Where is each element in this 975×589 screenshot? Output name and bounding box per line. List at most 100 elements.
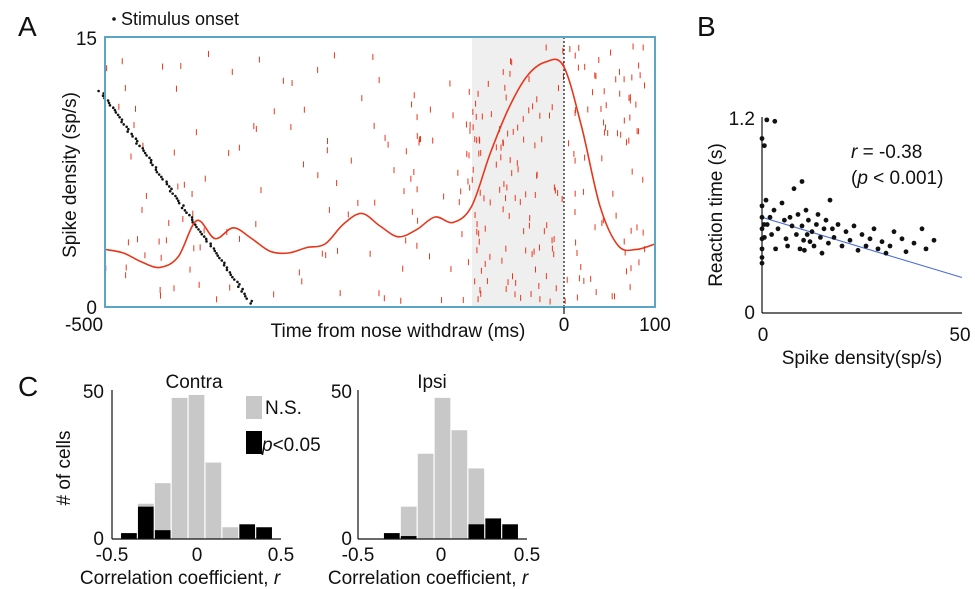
stimulus-onset-dot [240,290,243,293]
histogram-bar-ns [154,483,171,539]
scatter-point [782,217,787,223]
stimulus-onset-dot [202,235,206,238]
histogram-bar-ns [188,394,205,539]
scatter-point [931,237,937,243]
scatter-point [795,212,801,217]
histogram-bar-significant [400,536,417,539]
stimulus-onset-dot [167,185,171,188]
stimulus-onset-dot [126,130,129,133]
scatter-point [799,223,805,229]
scatter-point [769,232,774,237]
scatter-point [883,250,889,256]
stimulus-onset-dot [154,168,158,172]
scatter-point [887,243,893,249]
stimulus-onset-dot [108,104,112,107]
stimulus-onset-dot [182,204,185,207]
stimulus-onset-dot [225,268,229,272]
legend-ns-label: N.S. [265,398,302,419]
legend-sig-text: <0.05 [273,435,321,456]
panel-b-letter: B [697,11,716,42]
histogram-bar-significant [239,524,256,539]
stimulus-onset-dot [225,266,229,269]
stimulus-onset-dot [141,146,145,150]
scatter-point [863,243,869,249]
stimulus-onset-dot [241,287,244,291]
stimulus-onset-dots [97,89,254,305]
scatter-point [789,223,795,229]
scatter-point [815,212,821,217]
scatter-point [759,203,765,209]
stimulus-onset-dot [220,259,224,262]
stimulus-onset-dot [148,156,151,160]
stimulus-onset-dot [185,211,188,215]
scatter-point [821,226,827,232]
stimulus-onset-dot [237,285,240,288]
scatter-point [831,235,837,240]
stimulus-onset-dot [231,275,234,279]
x-axis-label-var: r [522,568,529,589]
x-axis-label: Spike density(sp/s) [782,348,943,369]
scatter-point [759,255,765,260]
scatter-point [764,222,770,227]
stimulus-onset-dot [193,223,197,226]
p-value: < 0.001) [868,168,944,189]
p-open-paren: ( [851,168,858,189]
scatter-point [759,136,765,141]
panel-a-chart [97,36,656,314]
stimulus-onset-dot [190,218,194,222]
stimulus-onset-dot [97,89,100,93]
scatter-point [871,226,877,232]
scatter-point [767,214,773,220]
scatter-point [814,222,819,227]
x-tick-label: 100 [639,315,671,336]
scatter-point [867,236,873,242]
scatter-point [771,207,777,213]
stimulus-onset-dot [236,280,239,284]
scatter-point [772,118,778,124]
y-axis-label: # of cells [54,431,75,506]
scatter-point [879,239,885,245]
stimulus-onset-dot [160,175,163,179]
scatter-point [763,197,769,203]
histogram-bar-ns [468,468,485,539]
stimulus-onset-dot [149,158,153,162]
stimulus-onset-dot [170,187,173,191]
legend-sig-swatch [246,431,262,454]
stimulus-onset-dot [238,283,241,286]
stimulus-onset-dot [197,228,200,231]
x-axis-label: Correlation coefficient, r [328,568,529,589]
stimulus-onset-dot [175,197,179,200]
stimulus-onset-dot [209,242,212,246]
stimulus-onset-dot [243,292,246,296]
stimulus-onset-dot [212,247,216,250]
x-tick-label: -0.5 [342,545,375,566]
scatter-point [826,240,831,246]
stimulus-onset-dot [199,230,202,234]
stimulus-onset-dot [120,118,124,121]
scatter-point [759,260,765,266]
histogram-bar-ns [417,453,434,539]
x-axis-label-var: r [274,568,281,589]
scatter-point [762,235,767,240]
histogram-bar-ns [222,527,239,539]
stimulus-onset-dot [229,273,233,277]
stimulus-onset-dot [130,132,133,136]
scatter-point [827,197,833,203]
scatter-point [903,249,909,255]
stimulus-onset-legend-marker [112,17,116,21]
stimulus-onset-dot [195,225,198,229]
legend-label: Stimulus onset [121,9,239,29]
stimulus-onset-dot [127,127,130,131]
stimulus-onset-dot [205,240,208,243]
scatter-point [819,250,825,256]
y-tick-label: 0 [744,303,755,324]
stimulus-onset-dot [131,135,134,138]
stimulus-onset-dot [165,180,168,183]
stimulus-onset-dot [222,263,226,267]
stimulus-onset-dot [177,199,180,203]
scatter-point [923,246,929,252]
scatter-point [855,247,861,253]
scatter-point [787,214,793,220]
stimulus-onset-dot [215,251,218,255]
